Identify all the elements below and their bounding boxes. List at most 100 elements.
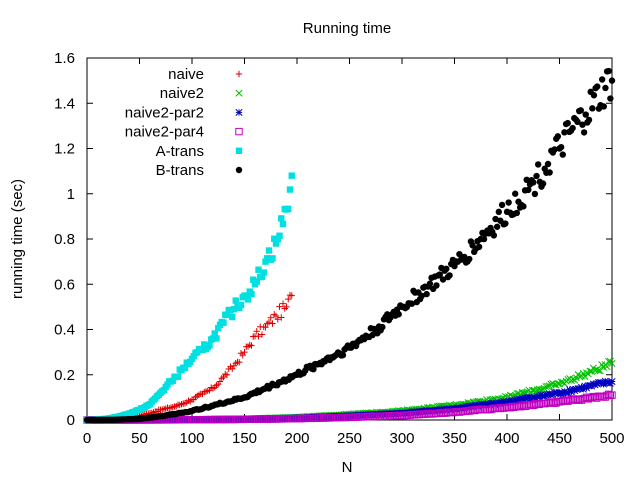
y-tick-label: 1 <box>67 186 75 203</box>
scatter-point <box>544 160 552 168</box>
scatter-point <box>602 84 609 92</box>
scatter-point <box>237 301 245 309</box>
x-tick-label: 300 <box>389 430 414 447</box>
scatter-point <box>134 406 141 414</box>
scatter-point <box>493 399 501 408</box>
scatter-point <box>534 161 542 168</box>
scatter-point <box>528 176 535 184</box>
scatter-point <box>155 391 162 398</box>
scatter-point <box>213 335 220 342</box>
scatter-point <box>557 143 565 151</box>
scatter-point <box>248 290 255 298</box>
scatter-point <box>589 105 596 112</box>
scatter-point <box>215 324 222 332</box>
scatter-point <box>423 290 430 298</box>
scatter-point <box>525 393 533 401</box>
scatter-point <box>216 378 224 385</box>
scatter-point <box>236 359 243 366</box>
scatter-point <box>606 379 614 387</box>
scatter-point <box>478 400 486 408</box>
scatter-point <box>279 300 287 307</box>
y-tick-label: 0.6 <box>54 276 75 293</box>
scatter-point <box>589 380 597 388</box>
scatter-point <box>518 394 526 402</box>
scatter-point <box>276 303 283 310</box>
scatter-point <box>501 399 509 407</box>
scatter-point <box>580 129 588 136</box>
scatter-point <box>525 186 532 194</box>
scatter-point <box>544 382 552 390</box>
scatter-point <box>530 394 538 402</box>
scatter-point <box>446 272 453 279</box>
scatter-point <box>493 223 501 230</box>
data-point <box>262 258 269 265</box>
scatter-point <box>585 116 593 124</box>
scatter-point <box>490 232 498 239</box>
x-tick-label: 350 <box>442 430 467 447</box>
scatter-point <box>255 266 262 273</box>
scatter-point <box>258 331 266 338</box>
scatter-point <box>472 401 481 409</box>
scatter-point <box>539 180 547 187</box>
scatter-point <box>218 375 225 382</box>
legend-label: naive2-par2 <box>125 104 204 121</box>
data-point <box>272 240 280 247</box>
scatter-point <box>286 291 294 299</box>
scatter-point <box>569 124 576 132</box>
scatter-point <box>253 278 260 285</box>
legend-label: naive <box>168 66 204 83</box>
scatter-point <box>278 215 285 222</box>
legend: naive naive2 naive2-par2 naive2-par4 A-trans… <box>125 66 243 179</box>
scatter-point <box>567 388 575 396</box>
x-tick-label: 0 <box>83 430 91 447</box>
legend-label: B-trans <box>156 162 204 179</box>
scatter-point <box>599 380 608 388</box>
x-tick-label: 50 <box>131 430 148 447</box>
x-tick-label: 450 <box>547 430 572 447</box>
y-tick-label: 0.2 <box>54 367 75 384</box>
scatter-point <box>232 297 239 304</box>
scatter-point <box>281 305 288 312</box>
scatter-point <box>176 401 183 409</box>
legend-marker <box>235 89 243 97</box>
scatter-point <box>310 365 317 373</box>
scatter-point <box>274 316 281 323</box>
scatter-point <box>512 190 519 197</box>
scatter-point <box>508 397 516 405</box>
scatter-point <box>533 172 540 180</box>
scatter-point <box>498 201 506 209</box>
scatter-point <box>286 186 294 193</box>
scatter-point <box>166 405 173 412</box>
scatter-point <box>572 385 580 393</box>
legend-marker <box>235 166 243 174</box>
scatter-point <box>474 237 481 245</box>
scatter-point <box>190 352 197 360</box>
scatter-point <box>201 341 208 348</box>
scatter-point <box>439 276 447 283</box>
scatter-point <box>546 169 553 176</box>
scatter-point <box>395 311 402 318</box>
x-tick-label: 250 <box>337 430 362 447</box>
data-point <box>582 111 589 118</box>
scatter-point <box>502 220 509 227</box>
scatter-point <box>285 295 292 303</box>
scatter-point <box>227 307 234 314</box>
scatter-point <box>511 396 520 404</box>
scatter-point <box>554 133 562 140</box>
scatter-point <box>181 364 189 372</box>
scatter-point <box>545 390 553 398</box>
scatter-point <box>421 283 429 290</box>
scatter-point <box>559 151 566 158</box>
scatter-point <box>253 328 260 335</box>
scatter-point <box>265 318 273 326</box>
scatter-point <box>426 280 434 287</box>
scatter-point <box>483 400 491 409</box>
data-point <box>608 77 616 84</box>
y-tick-label: 1.6 <box>54 50 75 67</box>
y-tick-label: 0 <box>67 412 75 429</box>
chart-title: Running time <box>303 20 391 37</box>
scatter-point <box>369 331 376 339</box>
y-tick-label: 0.8 <box>54 231 75 248</box>
scatter-point <box>604 390 613 399</box>
